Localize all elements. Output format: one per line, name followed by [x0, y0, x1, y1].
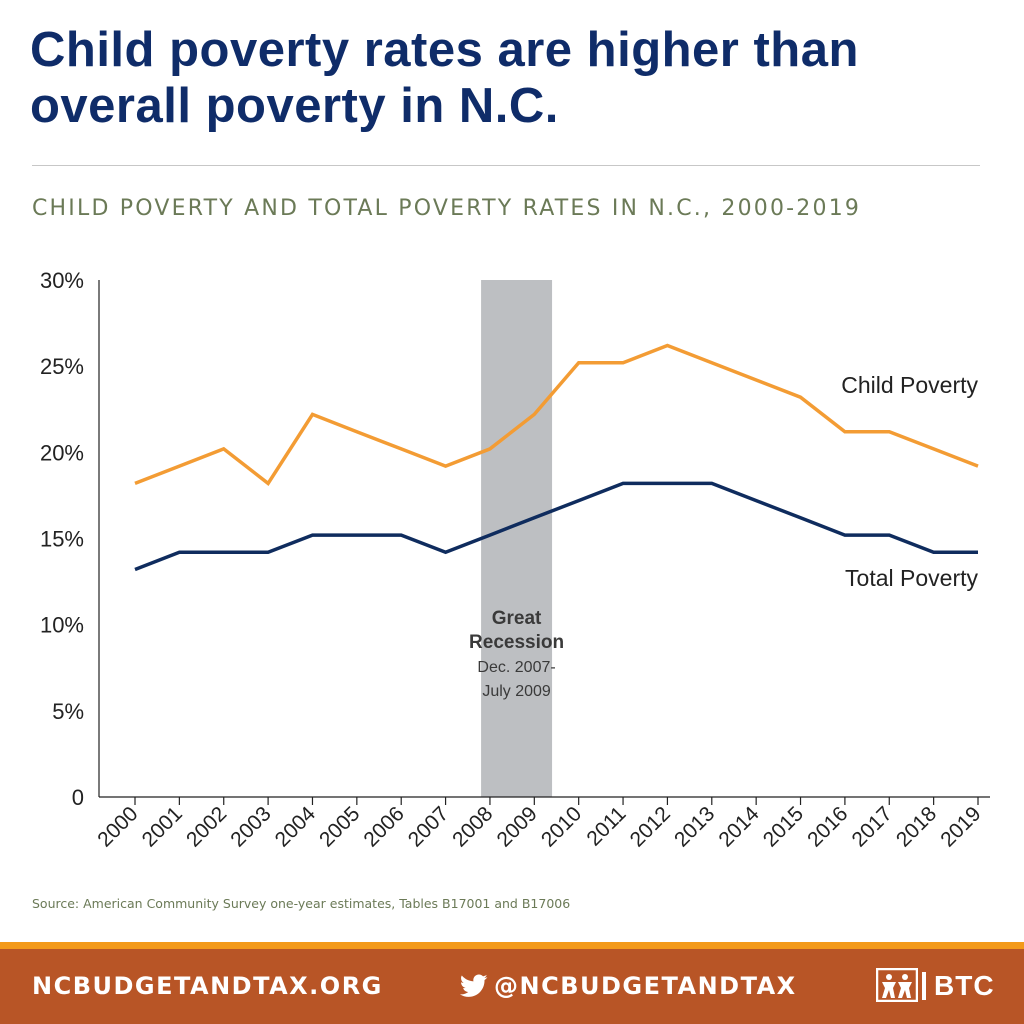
- total-poverty-line: [134, 481, 978, 572]
- x-tick-label: 2007: [404, 802, 453, 851]
- recession-band: [481, 280, 553, 797]
- recession-label-end: July 2009: [482, 683, 551, 700]
- child-poverty-line: [134, 343, 979, 486]
- x-tick-label: 2010: [537, 802, 586, 851]
- logo-text: BTC: [934, 970, 995, 1001]
- x-tick-label: 2004: [271, 802, 321, 852]
- x-tick-label: 2009: [493, 802, 542, 851]
- y-tick-label: 30%: [40, 268, 84, 293]
- child-poverty-label: Child Poverty: [841, 372, 978, 398]
- x-tick-label: 2006: [359, 802, 408, 851]
- twitter-icon: [459, 974, 488, 997]
- x-tick-label: 2001: [138, 802, 187, 851]
- recession-label-word: Great: [492, 608, 542, 629]
- chart-subtitle: CHILD POVERTY AND TOTAL POVERTY RATES IN…: [32, 196, 862, 221]
- y-tick-label: 10%: [40, 613, 84, 638]
- x-tick-label: 2018: [892, 802, 941, 851]
- twitter-handle[interactable]: @NCBUDGETANDTAX: [459, 972, 797, 1000]
- total-poverty-label: Total Poverty: [845, 565, 978, 591]
- x-tick-label: 2005: [315, 802, 364, 851]
- x-tick-label: 2014: [714, 802, 764, 852]
- recession-label-title: Great Recession: [469, 608, 564, 653]
- x-tick-label: 2003: [226, 802, 275, 851]
- y-tick-label: 0: [72, 785, 84, 810]
- x-tick-label: 2015: [759, 802, 808, 851]
- x-tick-label: 2008: [448, 802, 497, 851]
- x-tick-label: 2019: [936, 802, 985, 851]
- poverty-line-chart: 05%10%15%20%25%30%2000200120022003200420…: [40, 268, 990, 852]
- y-tick-label: 5%: [52, 699, 84, 724]
- recession-label-word: Recession: [469, 632, 564, 653]
- btc-logo: BTC: [876, 968, 996, 1004]
- website-link[interactable]: NCBUDGETANDTAX.ORG: [32, 972, 383, 1000]
- recession-label-start: Dec. 2007-: [477, 659, 555, 676]
- source-note: Source: American Community Survey one-ye…: [32, 896, 571, 911]
- x-tick-label: 2013: [670, 802, 719, 851]
- x-tick-label: 2000: [93, 802, 142, 851]
- x-tick-label: 2017: [848, 802, 897, 851]
- x-tick-label: 2011: [582, 802, 630, 850]
- btc-emblem-icon: [876, 968, 918, 1002]
- logo-divider: [922, 972, 926, 1000]
- headline-divider: [32, 165, 980, 166]
- x-tick-label: 2012: [626, 802, 675, 851]
- twitter-handle-text: @NCBUDGETANDTAX: [494, 972, 797, 1000]
- headline: Child poverty rates are higher than over…: [30, 23, 859, 133]
- footer-accent-stripe: [0, 942, 1024, 949]
- x-tick-label: 2002: [182, 802, 231, 851]
- y-tick-label: 15%: [40, 527, 84, 552]
- footer-banner: NCBUDGETANDTAX.ORG @NCBUDGETANDTAX BTC: [0, 942, 1024, 1024]
- x-tick-label: 2016: [803, 802, 852, 851]
- y-tick-label: 25%: [40, 354, 84, 379]
- y-tick-label: 20%: [40, 440, 84, 465]
